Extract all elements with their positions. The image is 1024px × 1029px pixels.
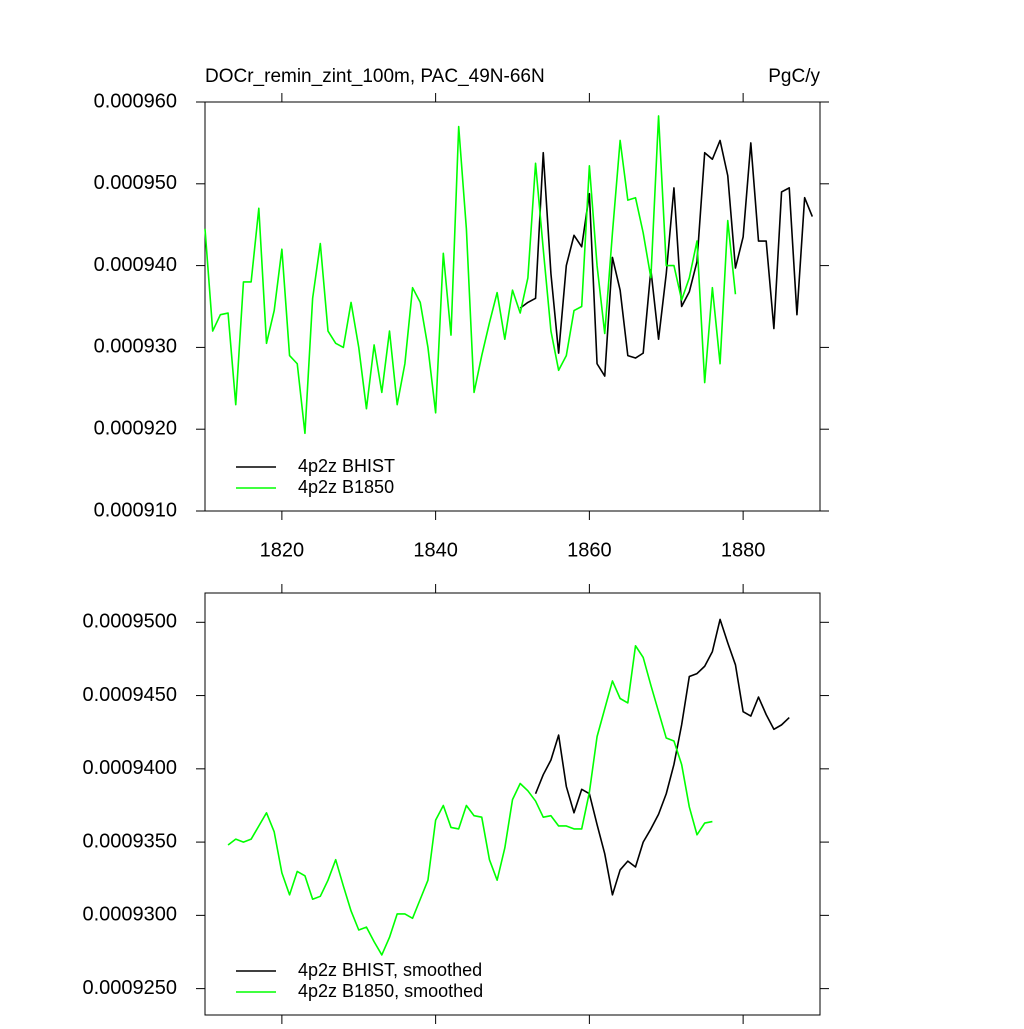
y-tick-label: 0.000930 bbox=[94, 336, 177, 358]
y-tick-label: 0.0009450 bbox=[82, 684, 177, 706]
legend-label: 4p2z BHIST, smoothed bbox=[298, 960, 482, 980]
y-tick-label: 0.000920 bbox=[94, 417, 177, 439]
chart-title: DOCr_remin_zint_100m, PAC_49N-66N bbox=[205, 66, 545, 87]
plot-frame bbox=[204, 101, 821, 512]
y-tick-label: 0.000940 bbox=[94, 254, 177, 276]
legend-label: 4p2z B1850, smoothed bbox=[298, 981, 483, 1001]
series-line bbox=[534, 618, 790, 896]
x-tick-label: 1820 bbox=[260, 539, 305, 561]
y-tick-label: 0.000960 bbox=[94, 90, 177, 112]
y-tick-label: 0.0009400 bbox=[82, 757, 177, 779]
y-tick-label: 0.0009500 bbox=[82, 611, 177, 633]
plot-frame bbox=[204, 592, 821, 1016]
y-tick-label: 0.000950 bbox=[94, 172, 177, 194]
y-tick-label: 0.000910 bbox=[94, 499, 177, 521]
x-tick-label: 1880 bbox=[721, 539, 766, 561]
series-line bbox=[204, 115, 737, 435]
y-tick-label: 0.0009350 bbox=[82, 830, 177, 852]
series-line bbox=[227, 644, 713, 956]
x-tick-label: 1860 bbox=[567, 539, 612, 561]
legend-label: 4p2z B1850 bbox=[298, 477, 394, 497]
series-line bbox=[519, 139, 814, 377]
y-tick-label: 0.0009250 bbox=[82, 977, 177, 999]
units-label: PgC/y bbox=[768, 66, 820, 87]
legend-label: 4p2z BHIST bbox=[298, 456, 395, 476]
y-tick-label: 0.0009300 bbox=[82, 904, 177, 926]
x-tick-label: 1840 bbox=[413, 539, 458, 561]
